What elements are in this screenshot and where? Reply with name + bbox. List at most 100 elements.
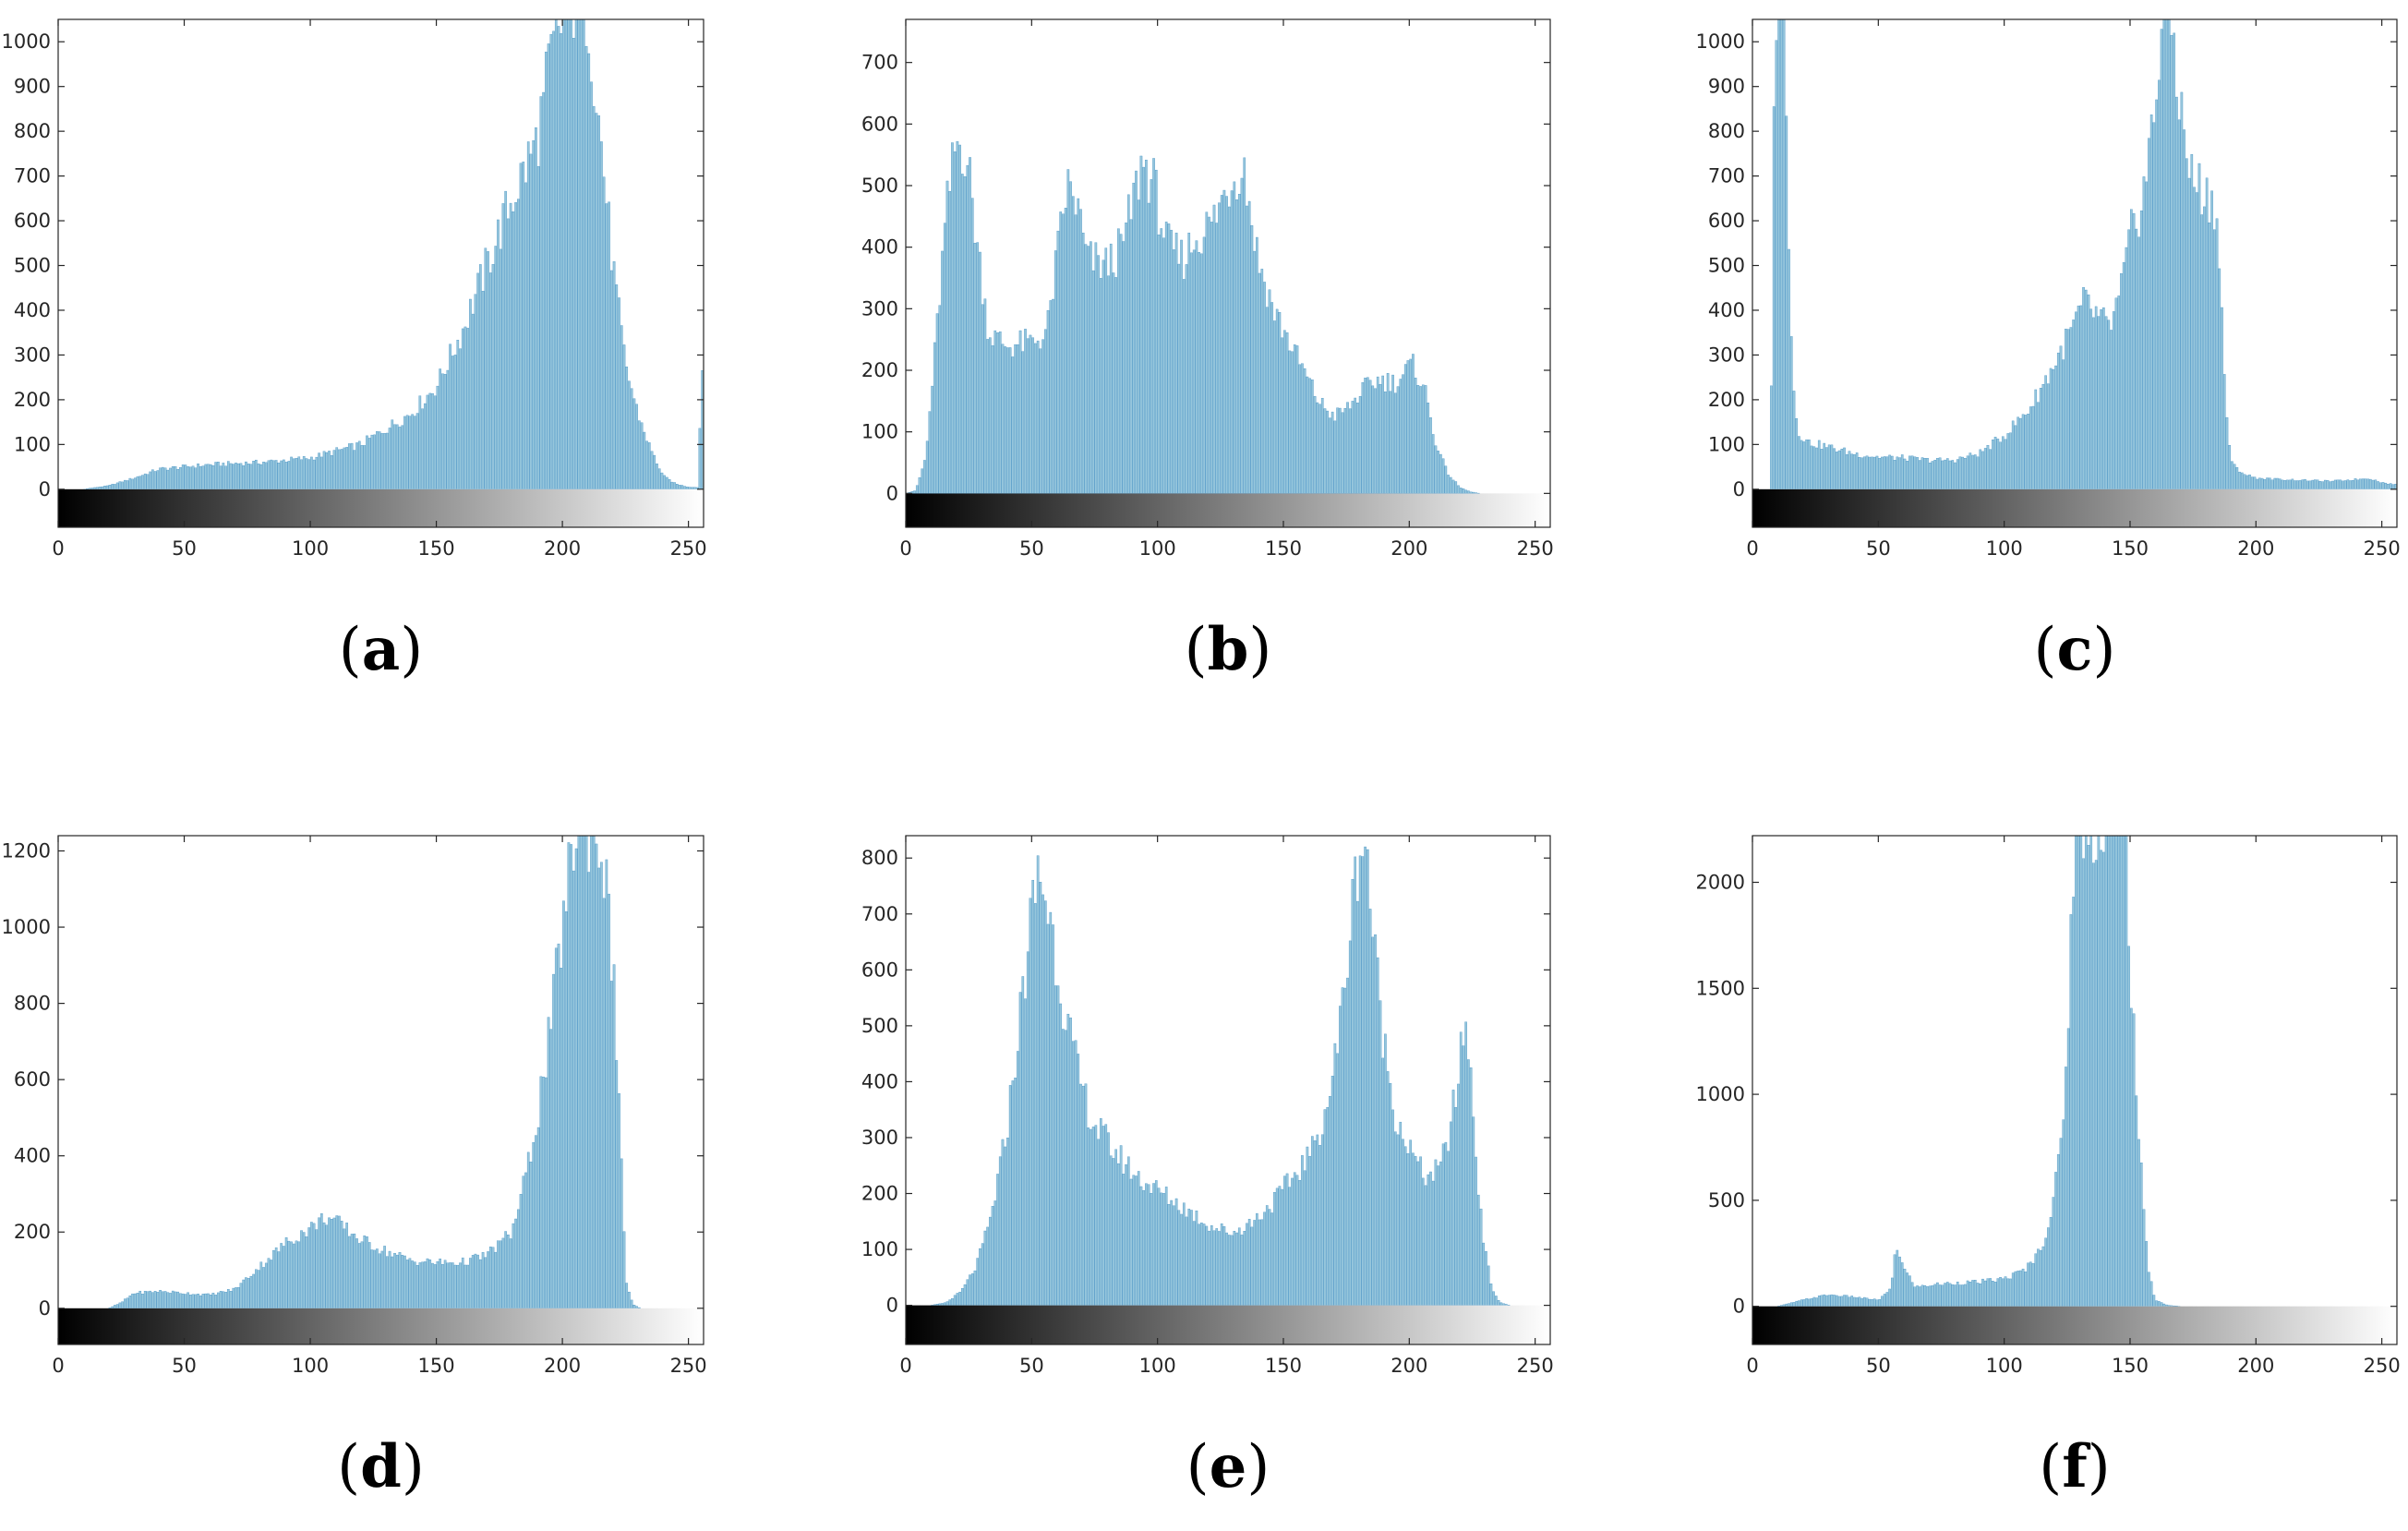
histogram-bar <box>2256 478 2258 489</box>
histogram-bar <box>640 422 644 489</box>
histogram-bar <box>391 1256 394 1308</box>
histogram-bar <box>141 475 144 489</box>
histogram-bar <box>1888 1288 1891 1307</box>
histogram-bar <box>214 462 217 489</box>
histogram-bar <box>638 420 641 489</box>
histogram-bar <box>1011 1080 1015 1306</box>
histogram-bar <box>2021 414 2025 489</box>
histogram-bar <box>600 862 603 1308</box>
histogram-bar <box>2059 345 2063 489</box>
histogram-bar <box>1198 1224 1200 1306</box>
histogram-bar <box>128 477 132 489</box>
histogram-bar <box>625 1283 629 1308</box>
histogram-bar <box>136 476 139 489</box>
histogram-bar <box>2266 477 2269 489</box>
histogram-bar <box>1833 1295 1836 1307</box>
histogram-bar <box>1160 1192 1163 1306</box>
x-tick-label: 50 <box>1019 1355 1044 1377</box>
histogram-bar <box>499 1240 502 1308</box>
histogram-bar <box>343 1228 346 1308</box>
histogram-bar <box>635 1306 638 1308</box>
histogram-bar <box>2167 1305 2171 1307</box>
histogram-bar <box>1273 320 1276 494</box>
x-tick-label: 100 <box>1139 537 1176 560</box>
histogram-bar <box>1891 455 1894 489</box>
histogram-bar <box>678 485 681 489</box>
histogram-bar <box>1056 230 1060 494</box>
histogram-bar <box>1125 1163 1127 1306</box>
histogram-bar <box>948 1299 952 1306</box>
x-tick-label: 100 <box>292 1355 329 1377</box>
histogram-bar <box>996 1174 999 1306</box>
histogram-bar <box>408 416 412 489</box>
histogram-bar <box>1906 461 1909 489</box>
histogram-bar <box>645 440 648 489</box>
histogram-bar <box>1992 440 1994 489</box>
histogram-bar <box>1802 441 1806 489</box>
histogram-bar <box>572 38 575 489</box>
histogram-bar <box>159 467 162 489</box>
histogram-bar <box>2024 415 2028 489</box>
histogram-bar <box>1170 1199 1173 1306</box>
histogram-bar <box>1253 1220 1256 1306</box>
histogram-bar <box>933 342 936 494</box>
histogram-bar <box>2180 91 2184 489</box>
histogram-bar <box>383 1246 386 1308</box>
histogram-bar <box>1858 1296 1861 1307</box>
histogram-bar <box>1368 909 1372 1306</box>
histogram-bar <box>1872 1298 1876 1307</box>
histogram-bar <box>969 157 971 494</box>
histogram-bar <box>1198 252 1200 494</box>
histogram-bar <box>1114 1149 1117 1306</box>
histogram-bar <box>2270 479 2274 489</box>
histogram-bar <box>557 26 560 489</box>
histogram-bar <box>2329 481 2332 489</box>
y-tick-label: 600 <box>14 1068 51 1091</box>
histogram-bar <box>1225 196 1228 494</box>
histogram-bar <box>1064 1030 1067 1306</box>
histogram-bar <box>2342 480 2344 489</box>
histogram-bar <box>1393 1131 1397 1306</box>
x-tick-label: 50 <box>172 1355 197 1377</box>
histogram-bar <box>163 1291 167 1308</box>
histogram-bar <box>1099 278 1102 494</box>
histogram-bar <box>433 395 437 489</box>
histogram-bar <box>1295 345 1299 494</box>
histogram-bar <box>1208 1230 1210 1306</box>
histogram-bar <box>1945 458 1949 489</box>
histogram-bar <box>1235 1232 1238 1306</box>
histogram-bar <box>174 1291 177 1308</box>
histogram-bar <box>1240 177 1244 494</box>
histogram-bar <box>1419 1156 1422 1306</box>
y-tick-label: 0 <box>1733 478 1745 500</box>
histogram-bar <box>259 1261 263 1308</box>
histogram-bar <box>1341 412 1344 494</box>
histogram-bar <box>2173 32 2176 489</box>
histogram-bar <box>235 463 237 489</box>
histogram-bar <box>574 19 578 489</box>
histogram-bar <box>1087 246 1090 494</box>
histogram-bar <box>2173 1305 2176 1307</box>
histogram-bar <box>1371 385 1375 494</box>
histogram-bar <box>366 1236 368 1308</box>
histogram-bar <box>529 1161 533 1308</box>
histogram-bar <box>2306 480 2309 489</box>
histogram-bar <box>322 451 326 489</box>
histogram-bar <box>1883 456 1886 489</box>
histogram-bar <box>257 463 260 489</box>
histogram-bar <box>388 1250 391 1308</box>
histogram-bar <box>2145 1241 2149 1307</box>
histogram-bar <box>114 1305 116 1308</box>
histogram-bar <box>647 442 651 489</box>
histogram-bar <box>501 203 505 489</box>
histogram-bar <box>2107 319 2111 489</box>
histogram-bar <box>2056 352 2060 489</box>
histogram-bar <box>2339 479 2342 489</box>
histogram-bar <box>1865 1297 1869 1307</box>
histogram-bar <box>138 1290 142 1308</box>
histogram-bar <box>209 464 212 489</box>
histogram-bar <box>401 425 404 489</box>
histogram-bar <box>2281 479 2284 489</box>
histogram-bar <box>270 459 273 489</box>
histogram-bar <box>2218 268 2221 489</box>
